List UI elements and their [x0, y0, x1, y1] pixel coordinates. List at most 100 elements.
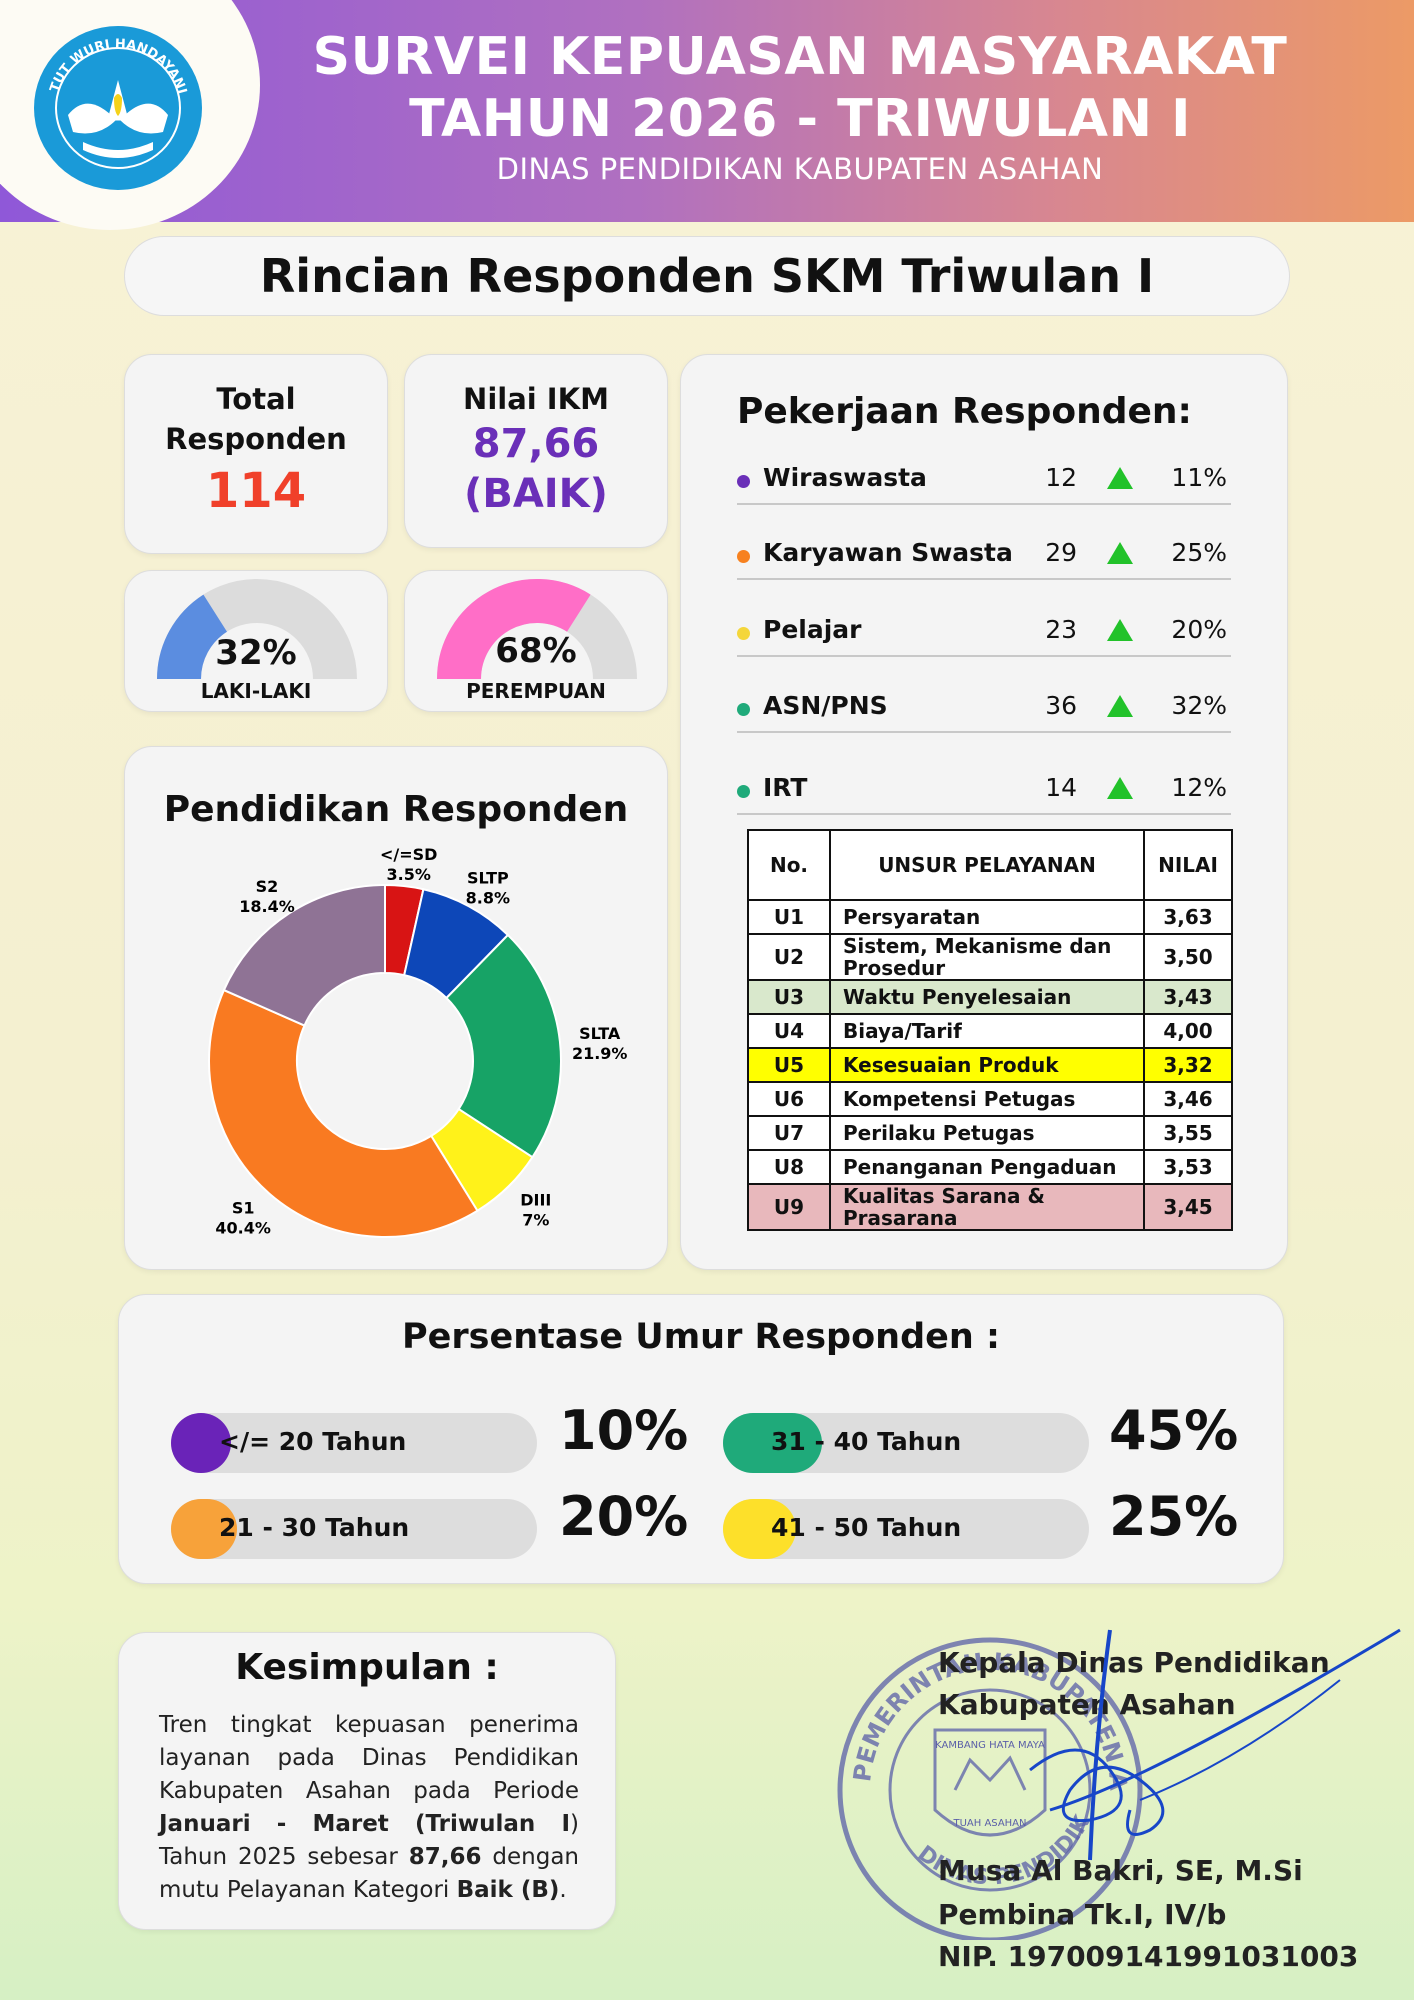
- total-value: 114: [205, 463, 307, 519]
- table-row: U9 Kualitas Sarana & Prasarana 3,45: [747, 1183, 1233, 1231]
- table-row: U7 Perilaku Petugas 3,55: [747, 1115, 1233, 1151]
- unsur-name: Biaya/Tarif: [829, 1013, 1145, 1049]
- table-row: U6 Kompetensi Petugas 3,46: [747, 1081, 1233, 1117]
- job-pct: 20%: [1171, 615, 1227, 644]
- job-pct: 32%: [1171, 691, 1227, 720]
- unsur-value: 4,00: [1143, 1013, 1233, 1049]
- kesimpulan-title: Kesimpulan :: [235, 1647, 499, 1688]
- age-label: 41 - 50 Tahun: [771, 1513, 962, 1542]
- triangle-up-icon: [1107, 619, 1133, 641]
- job-name: ASN/PNS: [763, 691, 888, 720]
- gauge-fill: [437, 579, 591, 680]
- job-pct: 25%: [1171, 538, 1227, 567]
- kes-text-3: ) Tahun 2025 sebesar: [159, 1811, 579, 1870]
- unsur-no: U3: [747, 979, 831, 1015]
- unsur-name: Penanganan Pengaduan: [829, 1149, 1145, 1185]
- total-label-line1: Total: [216, 382, 296, 416]
- job-count: 36: [1045, 691, 1077, 720]
- kes-category: Baik (B): [456, 1877, 560, 1903]
- ikm-value: 87,66: [472, 421, 600, 467]
- age-label: 21 - 30 Tahun: [219, 1513, 410, 1542]
- triangle-up-icon: [1107, 695, 1133, 717]
- unsur-no: U8: [747, 1149, 831, 1185]
- header-banner: TUT WURI HANDAYANI SURVEI KEPUASAN MASYA…: [0, 0, 1414, 230]
- age-bar: </= 20 Tahun: [171, 1413, 537, 1473]
- donut-category-label: S1: [232, 1198, 255, 1217]
- triangle-up-icon: [1107, 777, 1133, 799]
- unsur-value: 3,50: [1143, 933, 1233, 981]
- unsur-no: U7: [747, 1115, 831, 1151]
- signature-position-line1: Kepala Dinas Pendidikan: [938, 1646, 1330, 1679]
- kesimpulan-body: Tren tingkat kepuasan penerima layanan p…: [159, 1709, 579, 1907]
- header-subtitle: DINAS PENDIDIKAN KABUPATEN ASAHAN: [496, 152, 1104, 186]
- age-bar: 21 - 30 Tahun: [171, 1499, 537, 1559]
- kes-period: Januari - Maret (Triwulan I: [159, 1811, 571, 1837]
- umur-card: Persentase Umur Responden : </= 20 Tahun…: [118, 1294, 1284, 1584]
- th-no: No.: [747, 829, 831, 901]
- total-responden-card: Total Responden 114: [124, 354, 388, 554]
- donut-category-label: SLTP: [467, 868, 509, 887]
- donut-value-label: 18.4%: [239, 897, 295, 916]
- job-name: Pelajar: [763, 615, 862, 644]
- signature-rank: Pembina Tk.I, IV/b: [938, 1898, 1227, 1931]
- age-bar: 41 - 50 Tahun: [723, 1499, 1089, 1559]
- table-row: U3 Waktu Penyelesaian 3,43: [747, 979, 1233, 1015]
- donut-value-label: 40.4%: [215, 1218, 271, 1237]
- total-label-line2: Responden: [165, 422, 347, 456]
- unsur-value: 3,63: [1143, 899, 1233, 935]
- table-row: U4 Biaya/Tarif 4,00: [747, 1013, 1233, 1049]
- unsur-name: Kesesuaian Produk: [829, 1047, 1145, 1083]
- unsur-value: 3,55: [1143, 1115, 1233, 1151]
- gender-male-card: 32% LAKI-LAKI: [124, 570, 388, 712]
- gender-female-gauge: [437, 579, 637, 680]
- unsur-no: U6: [747, 1081, 831, 1117]
- pekerjaan-title: Pekerjaan Responden:: [737, 391, 1192, 432]
- legend-dot-icon: [737, 785, 750, 798]
- job-name: Karyawan Swasta: [763, 538, 1013, 567]
- unsur-name: Perilaku Petugas: [829, 1115, 1145, 1151]
- header-title-line1: SURVEI KEPUASAN MASYARAKAT: [312, 27, 1288, 87]
- unsur-no: U5: [747, 1047, 831, 1083]
- legend-dot-icon: [737, 475, 750, 488]
- table-row: U1 Persyaratan 3,63: [747, 899, 1233, 935]
- age-pct: 10%: [559, 1399, 689, 1462]
- donut-category-label: DIII: [520, 1191, 551, 1210]
- donut-value-label: 21.9%: [572, 1044, 628, 1063]
- donut-category-label: SLTA: [579, 1024, 621, 1043]
- nilai-ikm-card: Nilai IKM 87,66 (BAIK): [404, 354, 668, 548]
- unsur-value: 3,45: [1143, 1183, 1233, 1231]
- unsur-value: 3,43: [1143, 979, 1233, 1015]
- header-text: SURVEI KEPUASAN MASYARAKAT TAHUN 2026 - …: [270, 26, 1330, 186]
- triangle-up-icon: [1107, 467, 1133, 489]
- ikm-label: Nilai IKM: [463, 382, 609, 416]
- gender-female-pct: 68%: [495, 631, 577, 671]
- donut-value-label: 7%: [522, 1211, 549, 1230]
- ikm-category: (BAIK): [464, 471, 608, 517]
- age-label: </= 20 Tahun: [219, 1427, 407, 1456]
- unsur-value: 3,32: [1143, 1047, 1233, 1083]
- kesimpulan-card: Kesimpulan : Tren tingkat kepuasan pener…: [118, 1632, 616, 1930]
- age-label: 31 - 40 Tahun: [771, 1427, 962, 1456]
- pekerjaan-card: Pekerjaan Responden: Wiraswasta 12 11% Kary…: [680, 354, 1288, 1270]
- donut-category-label: S2: [256, 877, 279, 896]
- gauge-fill: [157, 594, 228, 680]
- job-count: 23: [1045, 615, 1077, 644]
- age-bar-fill: [171, 1499, 238, 1559]
- age-pct: 20%: [559, 1485, 689, 1548]
- table-row: U2 Sistem, Mekanisme dan Prosedur 3,50: [747, 933, 1233, 981]
- unsur-no: U2: [747, 933, 831, 981]
- kes-text-5: dengan mutu Pelayanan Kategori: [159, 1844, 579, 1903]
- svg-text:TUAH ASAHAN: TUAH ASAHAN: [952, 1818, 1026, 1829]
- job-count: 29: [1045, 538, 1077, 567]
- main-title: Rincian Responden SKM Triwulan I: [124, 236, 1290, 316]
- signature-position-line2: Kabupaten Asahan: [938, 1688, 1236, 1721]
- gender-female-label: PEREMPUAN: [466, 679, 606, 703]
- donut-slice: [222, 883, 386, 1027]
- signature-nip: NIP. 197009141991031003: [938, 1940, 1359, 1973]
- tut-wuri-handayani-logo: TUT WURI HANDAYANI: [34, 26, 202, 190]
- job-row: Pelajar 23 20%: [737, 607, 1231, 657]
- unsur-name: Kualitas Sarana & Prasarana: [829, 1183, 1145, 1231]
- donut-category-label: </=SD: [380, 845, 437, 864]
- legend-dot-icon: [737, 627, 750, 640]
